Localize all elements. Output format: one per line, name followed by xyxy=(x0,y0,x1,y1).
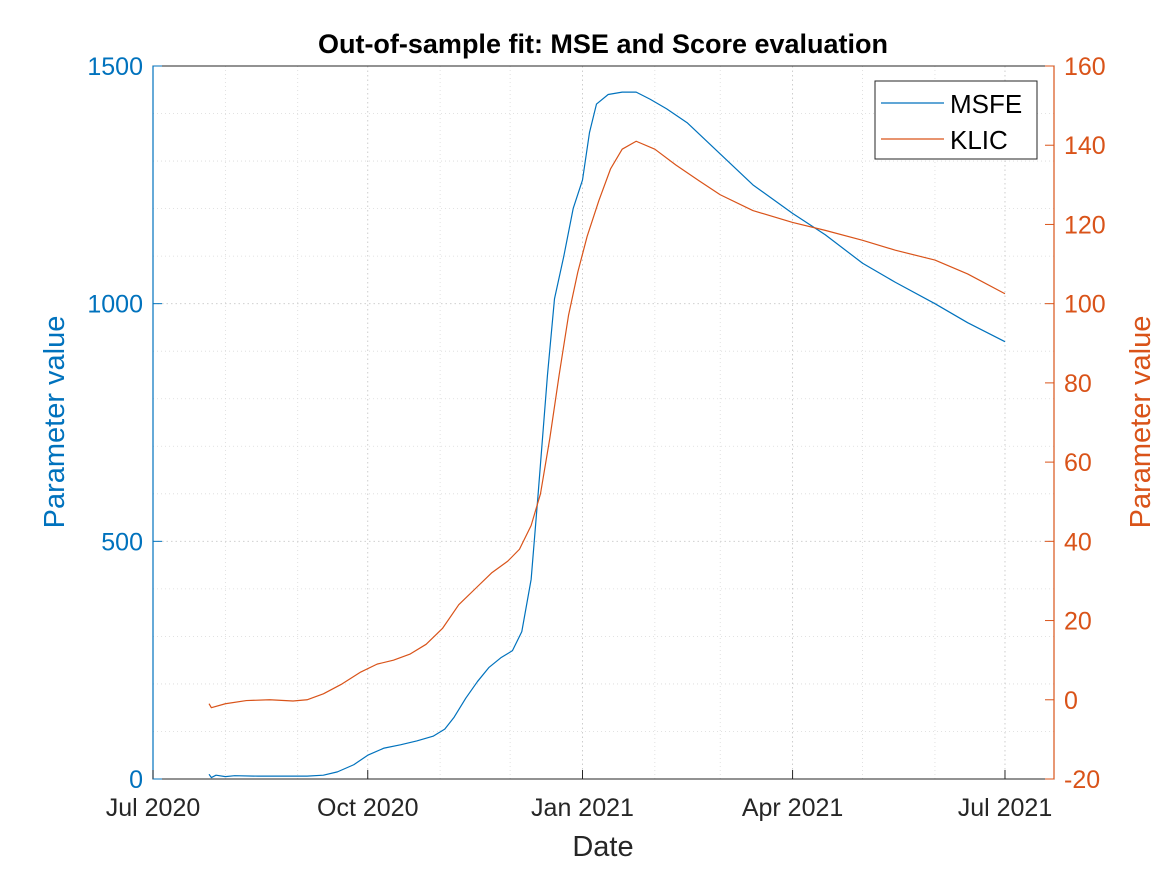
y-right-tick-label: 120 xyxy=(1064,211,1106,239)
y-left-tick-label: 1000 xyxy=(87,291,143,319)
y-right-tick-label: 40 xyxy=(1064,528,1092,556)
y-left-tick-label: 1500 xyxy=(87,53,143,81)
y-right-axis-label: Parameter value xyxy=(1125,316,1157,529)
x-tick-label: Oct 2020 xyxy=(317,794,418,822)
y-right-tick-label: 160 xyxy=(1064,53,1106,81)
x-tick-label: Jul 2020 xyxy=(106,794,201,822)
y-left-axis-label: Parameter value xyxy=(39,316,71,529)
y-right-axis: -20 0 20 40 60 80 100 120 140 160 xyxy=(1045,53,1106,794)
series-line-klic xyxy=(208,140,1006,709)
series-line-msfe xyxy=(208,91,1006,779)
plot-area-background xyxy=(153,66,1054,779)
chart-title: Out-of-sample fit: MSE and Score evaluat… xyxy=(318,29,888,59)
x-tick-label: Jan 2021 xyxy=(531,794,634,822)
legend: MSFE KLIC xyxy=(874,80,1038,160)
x-axis-label: Date xyxy=(572,831,633,863)
minor-grid xyxy=(153,66,1054,779)
legend-label-klic: KLIC xyxy=(950,125,1008,155)
y-right-tick-label: 80 xyxy=(1064,370,1092,398)
y-left-tick-label: 0 xyxy=(129,766,143,794)
y-right-tick-label: 20 xyxy=(1064,608,1092,636)
legend-box xyxy=(874,80,1038,160)
x-axis: Jul 2020 Oct 2020 Jan 2021 Apr 2021 Jul 2021 xyxy=(106,770,1053,822)
y-right-tick-label: 140 xyxy=(1064,132,1106,160)
series-layer xyxy=(208,91,1006,779)
y-left-tick-label: 500 xyxy=(101,528,143,556)
x-tick-label: Apr 2021 xyxy=(742,794,843,822)
y-right-tick-label: 100 xyxy=(1064,291,1106,319)
x-tick-label: Jul 2021 xyxy=(958,794,1053,822)
legend-label-msfe: MSFE xyxy=(950,89,1022,119)
y-right-tick-label: -20 xyxy=(1064,766,1100,794)
y-left-axis: 0 500 1000 1500 xyxy=(87,53,162,794)
y-right-tick-label: 60 xyxy=(1064,449,1092,477)
y-right-tick-label: 0 xyxy=(1064,687,1078,715)
